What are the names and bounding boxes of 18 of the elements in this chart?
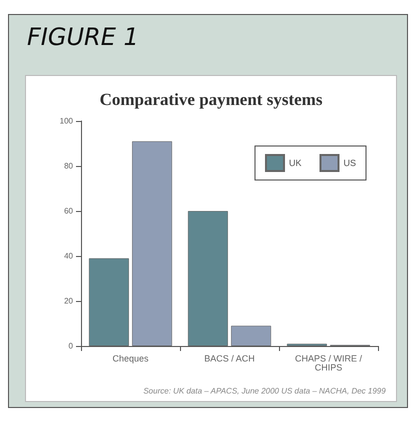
bar [231,326,272,346]
y-tick-label: 40 [64,252,74,260]
x-tick-label: Cheques [112,354,150,364]
x-tick-label: CHAPS / WIRE / CHIPS [294,354,362,372]
bar [188,211,228,346]
x-tick-label: BACS / ACH [204,354,255,364]
y-tick-label: 0 [68,342,74,350]
chart-title: FIGURE 1 [27,23,139,51]
y-tick-label: 20 [64,296,74,306]
y-tick-label: 60 [64,206,74,216]
y-tick-label: 80 [64,162,74,170]
y-tick-label: 100 [60,116,74,126]
bar [88,258,129,346]
legend-label: UK [288,158,302,168]
source-note: Source: UK data – APACS, June 2000 US data – NACHA, Dec 1999 [143,386,386,396]
bar [132,141,172,346]
legend-label: US [344,158,356,168]
chart-subtitle: Comparative payment systems [100,90,323,109]
